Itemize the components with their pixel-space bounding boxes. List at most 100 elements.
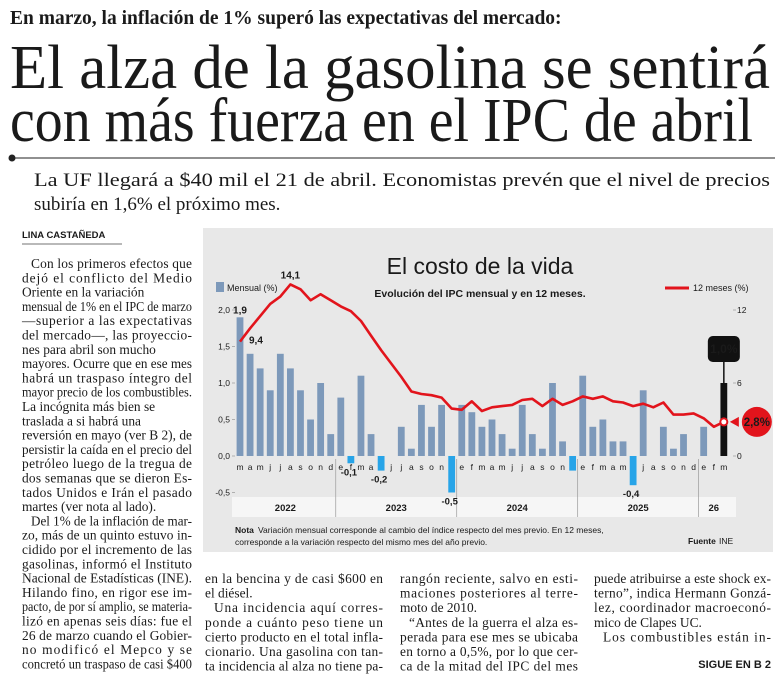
x-tick-label: a	[288, 462, 293, 472]
bar	[377, 456, 385, 471]
x-tick-label: a	[490, 462, 495, 472]
bar	[347, 456, 355, 464]
body-line: tados Unidos e Irán el pasado	[22, 485, 192, 500]
data-label: -0,5	[441, 497, 458, 508]
x-tick-label: j	[510, 462, 513, 472]
bar	[539, 448, 546, 456]
bar	[418, 404, 425, 456]
x-tick-label: j	[389, 462, 392, 472]
body-line: lizó en apenas seis días: fue el	[22, 614, 192, 629]
body-line: reversión en mayo (ver B 2), de	[22, 428, 192, 443]
bar	[498, 434, 506, 456]
body-line: persistir la caída en el precio del	[22, 442, 192, 457]
year-label: 2025	[628, 503, 650, 514]
year-label: 2023	[386, 503, 407, 514]
x-tick-label: a	[409, 462, 414, 472]
legend-label: 12 meses (%)	[693, 283, 749, 293]
bar	[458, 404, 466, 456]
x-tick-label: s	[540, 462, 544, 472]
body-line: gasolinas, informó el Instituto	[22, 556, 192, 571]
body-line: cidido por el incremento de las	[22, 542, 192, 557]
x-tick-label: o	[550, 462, 555, 472]
x-tick-label: d	[328, 462, 333, 472]
body-line: del mercado—, las proyeccio-	[22, 328, 192, 343]
bar	[488, 419, 496, 456]
x-tick-label: m	[619, 462, 626, 472]
bar	[700, 426, 708, 456]
bar	[639, 390, 647, 456]
body-line: Una incidencia aquí corres-	[214, 600, 383, 615]
x-tick-label: e	[459, 462, 464, 472]
body-line: cionario. Una gasolina con tan-	[205, 644, 383, 659]
bar	[680, 434, 687, 456]
kicker: En marzo, la inflación de 1% superó las …	[10, 8, 562, 29]
bar	[559, 441, 566, 456]
body-line: mensual de 1% en el IPC de marzo	[22, 299, 192, 314]
x-tick-label: f	[713, 462, 716, 472]
x-tick-label: n	[439, 462, 444, 472]
x-tick-label: m	[720, 462, 727, 472]
body-line: maciones posteriores al terre-	[400, 586, 578, 601]
y2-tick-label: 12	[737, 305, 747, 315]
body-line: Con los primeros efectos que	[31, 256, 192, 271]
body-line: cierto producto en el total infla-	[205, 629, 383, 644]
bar	[579, 375, 587, 456]
body-line: en la bencina y de casi $600 en	[205, 571, 383, 586]
x-tick-label: m	[357, 462, 364, 472]
x-tick-label: o	[671, 462, 676, 472]
body-line: lez, coordinador macroeconó-	[594, 600, 771, 615]
body-line: ta incidencia al alza no tiene pa-	[205, 659, 383, 674]
y-tick-label: 1,0	[218, 378, 230, 388]
body-line: dejó el conflicto del Medio	[22, 270, 192, 285]
x-tick-label: e	[701, 462, 706, 472]
bar	[317, 383, 325, 456]
byline: LINA CASTAÑEDA	[22, 230, 106, 241]
x-tick-label: m	[478, 462, 485, 472]
legend-swatch	[216, 282, 224, 292]
bar	[287, 368, 294, 456]
body-line: ponde a cuánto peso tiene un	[205, 615, 383, 630]
source-text: INE	[719, 536, 734, 546]
x-tick-label: d	[691, 462, 696, 472]
legend-label: Mensual (%)	[227, 283, 278, 293]
data-label: -0,4	[623, 489, 640, 500]
x-tick-label: s	[419, 462, 423, 472]
bar	[659, 426, 667, 456]
x-tick-label: n	[318, 462, 323, 472]
body-line: Los combustibles están in-	[603, 629, 771, 644]
year-label: 2022	[275, 503, 296, 514]
bar	[478, 426, 486, 456]
body-line: concretó un traspaso de casi $400	[22, 656, 192, 671]
y2-tick-label: 0	[737, 451, 742, 461]
data-label: 1,0%	[710, 342, 738, 356]
callout-arrow	[729, 416, 739, 427]
bar	[609, 441, 617, 456]
body-line: pacto, de por sí amplio, se materia-	[22, 599, 192, 614]
body-line: ca de la mitad del IPC del mes	[400, 659, 578, 674]
note-text: Variación mensual corresponde al cambio …	[258, 525, 604, 535]
x-tick-label: j	[268, 462, 271, 472]
body-line: mico de Clapes UC.	[594, 615, 702, 630]
data-label: 14,1	[281, 270, 301, 281]
body-line: habrá un traspaso íntegro del	[22, 370, 192, 385]
headline: con más fuerza en el IPC de abril	[10, 87, 753, 155]
x-tick-label: n	[681, 462, 686, 472]
body-line: Del 1% de la inflación de mar-	[31, 513, 192, 528]
x-tick-label: n	[560, 462, 565, 472]
line	[238, 283, 725, 429]
data-label: -0,2	[371, 475, 387, 486]
line-end-marker	[719, 417, 729, 427]
callout-box	[707, 336, 740, 362]
y-tick-label: -0,5	[215, 488, 230, 498]
bar	[297, 390, 304, 456]
bar	[357, 375, 365, 456]
body-line: “Antes de la guerra el alza es-	[409, 615, 578, 630]
chart: El costo de la vida Evolución del IPC me…	[203, 228, 773, 552]
body-line: La incógnita más bien se	[22, 399, 155, 414]
x-tick-label: f	[471, 462, 474, 472]
bar	[629, 456, 637, 486]
bar	[407, 448, 415, 456]
body-line: Nacional de Estadísticas (INE).	[22, 571, 192, 586]
x-tick-label: a	[530, 462, 535, 472]
